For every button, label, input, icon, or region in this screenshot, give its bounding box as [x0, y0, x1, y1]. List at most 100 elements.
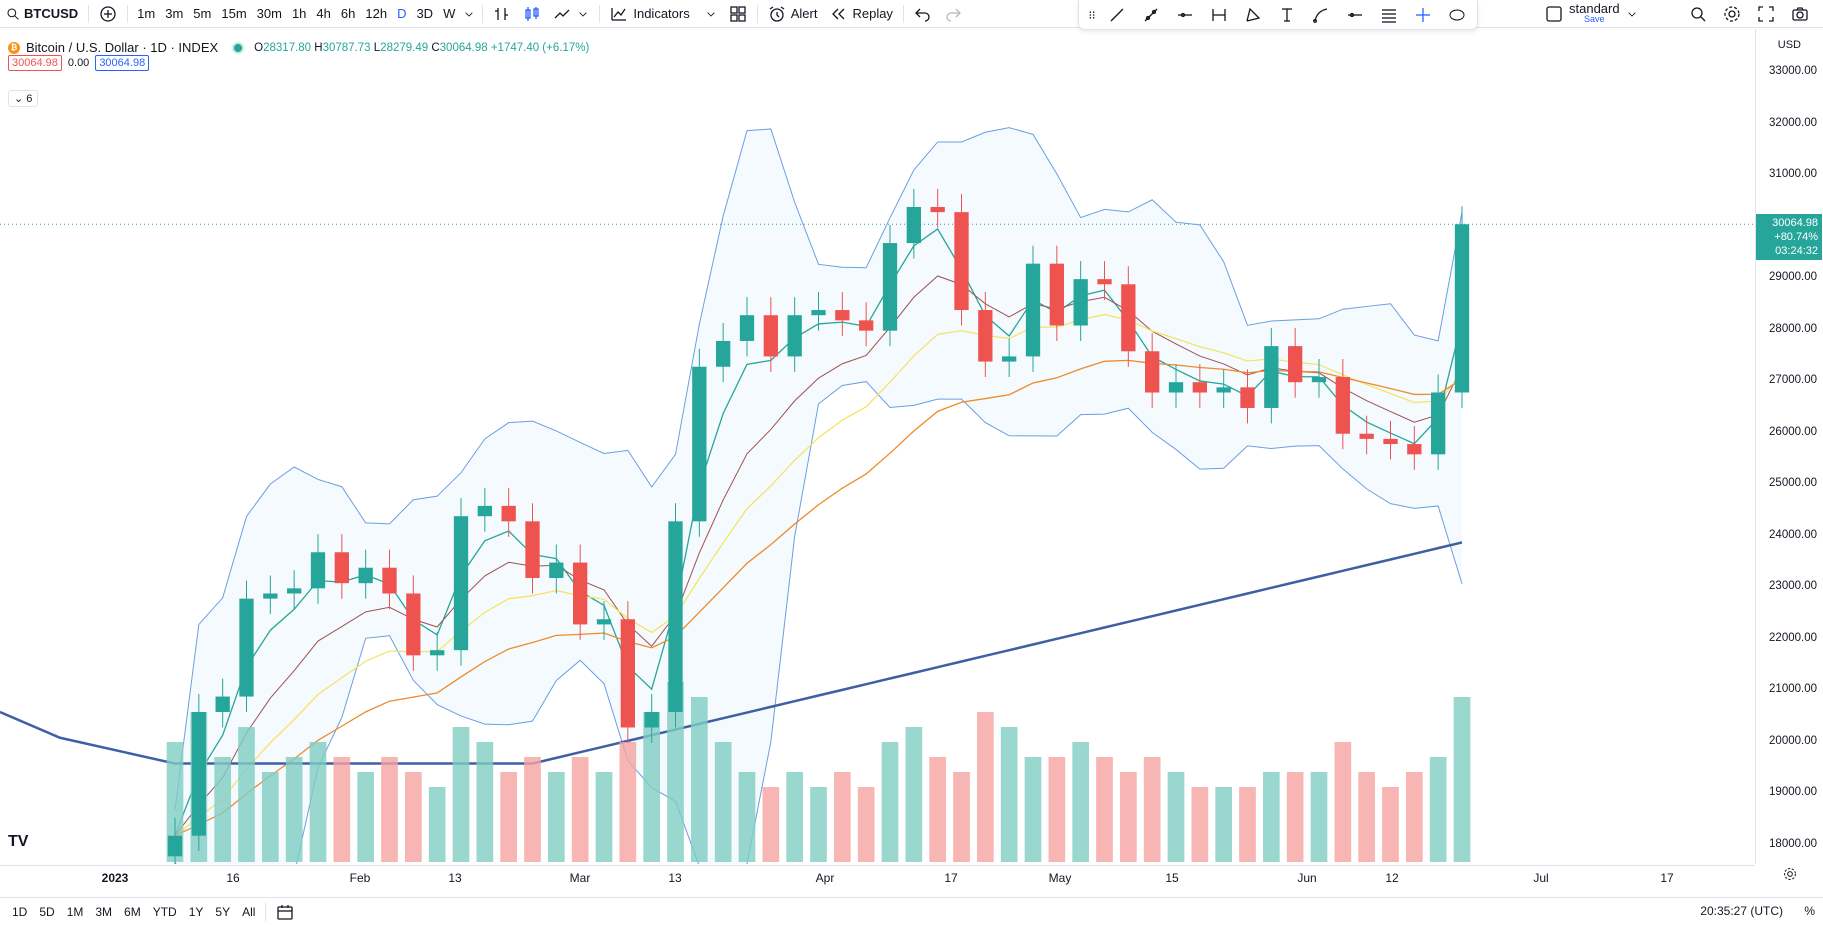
axis-settings-button[interactable] [1783, 867, 1797, 881]
low-value: 28279.49 [380, 41, 429, 54]
timeframe-3d[interactable]: 3D [416, 6, 434, 21]
time-tick-label: 13 [448, 871, 462, 885]
fib-levels-icon[interactable] [1373, 1, 1405, 29]
goto-date-button[interactable] [270, 898, 300, 925]
range-1y[interactable]: 1Y [188, 904, 204, 919]
horizontal-ray-icon[interactable] [1169, 1, 1201, 29]
indicators-button[interactable]: Indicators [604, 0, 722, 28]
price-tick-label: 28000.00 [1769, 322, 1817, 335]
bid-button[interactable]: 30064.98 [8, 55, 62, 71]
compare-button[interactable] [93, 0, 123, 28]
timeframe-30m[interactable]: 30m [256, 6, 282, 21]
volume-bar [714, 742, 732, 862]
price-tick-label: 32000.00 [1769, 116, 1817, 129]
timeframe-3m[interactable]: 3m [165, 6, 184, 21]
fullscreen-button[interactable] [1751, 0, 1781, 28]
candle-body [1311, 377, 1327, 383]
curve-icon[interactable] [1305, 1, 1337, 29]
range-all[interactable]: All [242, 904, 256, 919]
volume-bar [1000, 727, 1018, 862]
replay-button[interactable]: Replay [823, 0, 898, 28]
settings-button[interactable] [1717, 0, 1747, 28]
ray-icon[interactable] [1135, 1, 1167, 29]
tradingview-logo[interactable]: TV [8, 833, 29, 850]
price-chart[interactable] [0, 29, 1755, 864]
ellipse-icon[interactable] [1441, 1, 1473, 29]
range-1m[interactable]: 1M [66, 904, 84, 919]
candle-body [739, 315, 755, 341]
search-icon [7, 7, 19, 20]
alert-button[interactable]: Alert [762, 0, 824, 28]
divider [127, 4, 129, 23]
quick-search-button[interactable] [1683, 0, 1713, 28]
timeframe-5m[interactable]: 5m [193, 6, 212, 21]
candle-body [1049, 263, 1064, 326]
candle-body [501, 505, 516, 522]
range-5d[interactable]: 5D [39, 904, 55, 919]
candle-body [191, 712, 206, 836]
current-price: 30064.98 [1772, 217, 1818, 230]
time-axis[interactable]: 2023 16 Feb 13 Mar 13 Apr 17 May 15 Jun 12 Jul 17 [0, 865, 1755, 889]
range-ytd[interactable]: YTD [152, 904, 177, 919]
crosshair-icon[interactable] [1407, 1, 1439, 29]
range-1d[interactable]: 1D [12, 904, 28, 919]
bid-ask-row: 30064.98 0.00 30064.98 [8, 55, 150, 71]
range-5y[interactable]: 5Y [215, 904, 231, 919]
triangle-pattern-icon[interactable] [1237, 1, 1269, 29]
candle-body [811, 310, 826, 316]
timeframe-d[interactable]: D [397, 6, 407, 21]
date-range-icon[interactable] [1203, 1, 1235, 29]
price-axis[interactable]: USD 33000.0032000.0031000.0030000.002900… [1755, 29, 1823, 864]
series-title[interactable]: Bitcoin / U.S. Dollar · 1D · INDEX [26, 40, 219, 55]
timeframe-15m[interactable]: 15m [221, 6, 247, 21]
horizontal-line-icon[interactable] [1339, 1, 1371, 29]
timeframe-1h[interactable]: 1h [291, 6, 307, 21]
range-6m[interactable]: 6M [124, 904, 141, 919]
market-status-dot[interactable] [234, 43, 243, 52]
bar-style-button[interactable] [487, 0, 517, 28]
volume-bar [524, 757, 541, 862]
screenshot-button[interactable] [1785, 0, 1815, 28]
price-tick-label: 25000.00 [1769, 477, 1817, 490]
price-tick-label: 23000.00 [1769, 580, 1817, 593]
line-chart-icon [554, 9, 570, 18]
timeframe-group: 1m 3m 5m 15m 30m 1h 4h 6h 12h D 3D W [132, 6, 460, 21]
candle-body [287, 588, 302, 594]
timeframe-12h[interactable]: 12h [365, 6, 388, 21]
line-style-button[interactable] [547, 0, 595, 28]
percent-toggle[interactable]: % [1804, 904, 1815, 918]
price-tick-label: 20000.00 [1769, 734, 1817, 747]
price-tick-label: 26000.00 [1769, 425, 1817, 438]
layout-save-label[interactable]: Save [1584, 14, 1605, 24]
volume-bar [1119, 772, 1137, 862]
drag-handle-icon[interactable] [1085, 1, 1099, 29]
redo-button[interactable] [938, 0, 968, 28]
symbol-search-button[interactable]: BTCUSD [0, 0, 84, 28]
layout-selector[interactable]: standard Save [1545, 0, 1638, 28]
volume-bar [1382, 787, 1399, 862]
candle-body [477, 505, 492, 517]
templates-button[interactable] [723, 0, 753, 28]
utc-clock[interactable]: 20:35:27 (UTC) [1700, 904, 1783, 918]
timeframe-4h[interactable]: 4h [316, 6, 331, 21]
timeframe-1m[interactable]: 1m [137, 6, 156, 21]
candle-body [882, 243, 898, 331]
undo-button[interactable] [908, 0, 938, 28]
volume-bar [810, 787, 827, 862]
text-cursor-icon[interactable] [1271, 1, 1303, 29]
indicators-toggle[interactable]: ⌄ 6 [8, 90, 39, 107]
alarm-clock-icon [769, 5, 785, 22]
candles-style-button[interactable] [517, 0, 547, 28]
drawing-toolbar [1078, 0, 1478, 30]
timeframe-6h[interactable]: 6h [340, 6, 356, 21]
trend-line-icon[interactable] [1101, 1, 1133, 29]
ohlc-values: O28317.80 H30787.73 L28279.49 C30064.98 … [254, 42, 589, 54]
range-3m[interactable]: 3M [95, 904, 113, 919]
timeframe-dropdown[interactable] [460, 0, 478, 28]
timeframe-w[interactable]: W [443, 6, 456, 21]
spread-value: 0.00 [67, 57, 90, 69]
currency-label[interactable]: USD [1777, 39, 1801, 51]
candle-body [167, 835, 183, 857]
candle-body [525, 521, 540, 579]
ask-button[interactable]: 30064.98 [95, 55, 150, 71]
